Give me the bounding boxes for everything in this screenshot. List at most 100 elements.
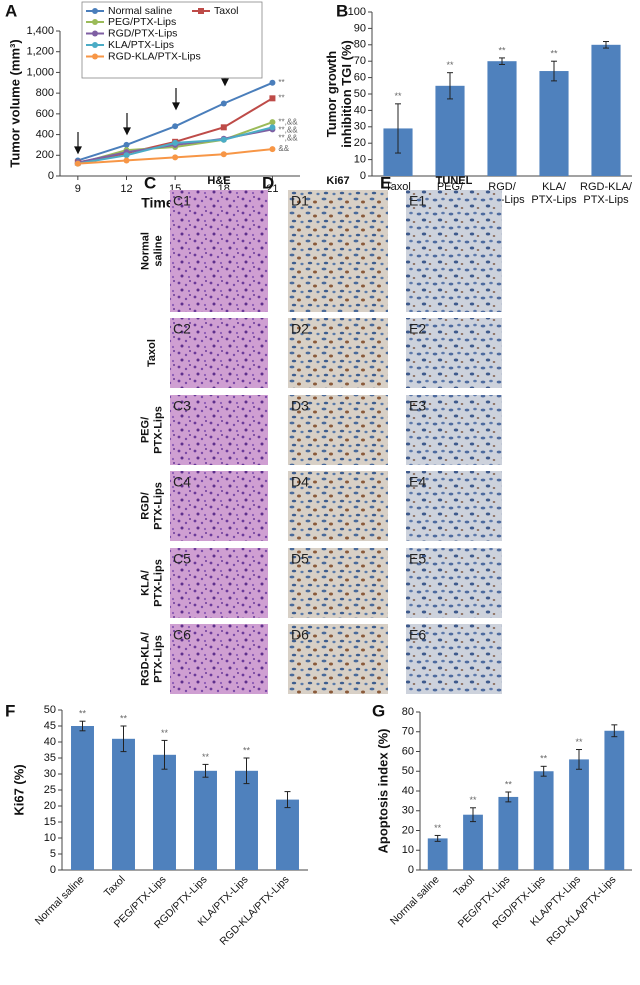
panel-letter: E bbox=[380, 173, 391, 192]
y-tick-label: 1,400 bbox=[26, 25, 54, 37]
significance-label: ** bbox=[120, 713, 128, 723]
y-axis-label: Tumor volume (mm³) bbox=[7, 39, 22, 167]
significance-label: ** bbox=[434, 823, 442, 833]
marker bbox=[220, 100, 227, 107]
significance-label: ** bbox=[575, 737, 583, 747]
panel-letter: G bbox=[372, 701, 385, 720]
marker bbox=[220, 124, 227, 131]
y-tick-label: 30 bbox=[402, 805, 414, 817]
bar bbox=[604, 730, 625, 870]
micrograph bbox=[288, 318, 388, 388]
x-tick-label: RGD-KLA/PTX-Lips bbox=[580, 181, 633, 206]
y-tick-label: 50 bbox=[402, 765, 414, 777]
y-tick-label: 60 bbox=[354, 72, 366, 84]
x-tick-label: 9 bbox=[75, 183, 81, 195]
significance-label: ** bbox=[202, 752, 210, 762]
x-tick-label-line: PTX-Lips bbox=[583, 194, 629, 206]
y-tick-label: 90 bbox=[354, 22, 366, 34]
x-tick-label: Taxol bbox=[102, 874, 128, 900]
row-label: KLA/ bbox=[139, 570, 151, 596]
significance-label: ** bbox=[505, 779, 513, 789]
series-annotation: && bbox=[278, 144, 289, 153]
y-tick-label: 1,200 bbox=[26, 46, 54, 58]
x-tick-label-line: RGD-KLA/ bbox=[580, 181, 633, 193]
legend-marker bbox=[92, 19, 98, 25]
significance-label: ** bbox=[79, 709, 87, 719]
micrograph bbox=[288, 190, 388, 312]
micrograph-label: D5 bbox=[291, 551, 309, 567]
micrograph bbox=[288, 471, 388, 541]
legend-box bbox=[81, 1, 263, 79]
y-tick-label: 30 bbox=[354, 121, 366, 133]
y-tick-label: 200 bbox=[36, 149, 54, 161]
significance-label: ** bbox=[498, 45, 506, 55]
series-annotation: ** bbox=[278, 93, 284, 102]
marker bbox=[269, 119, 276, 126]
micrograph-label: D6 bbox=[291, 627, 309, 643]
legend-label: RGD/PTX-Lips bbox=[108, 27, 177, 39]
micrograph bbox=[170, 318, 268, 388]
bar bbox=[569, 759, 589, 870]
y-tick-label: 35 bbox=[44, 752, 56, 764]
y-tick-label: 50 bbox=[354, 88, 366, 100]
panel-letter: F bbox=[5, 701, 15, 720]
micrograph bbox=[406, 471, 502, 541]
arrow-head bbox=[221, 78, 229, 87]
y-tick-label: 15 bbox=[44, 816, 56, 828]
x-tick-label: Taxol bbox=[385, 181, 411, 193]
micrograph bbox=[288, 624, 388, 694]
micrograph bbox=[406, 624, 502, 694]
row-label: Taxol bbox=[146, 339, 158, 367]
bar bbox=[427, 838, 448, 870]
legend-marker bbox=[92, 30, 98, 37]
series-annotation: **,&& bbox=[278, 125, 298, 134]
x-tick-label: RGD-KLA/PTX-Lips bbox=[544, 874, 618, 948]
significance-label: ** bbox=[243, 745, 251, 755]
bar bbox=[235, 770, 258, 870]
y-tick-label: 70 bbox=[402, 726, 414, 738]
y-tick-label: 0 bbox=[360, 170, 366, 182]
y-tick-label: 10 bbox=[402, 844, 414, 856]
arrow-head bbox=[74, 146, 82, 155]
bar bbox=[71, 726, 94, 870]
bar bbox=[498, 796, 519, 870]
row-label: RGD-KLA/ bbox=[139, 632, 151, 686]
micrograph-label: D1 bbox=[291, 193, 309, 209]
y-tick-label: 0 bbox=[48, 170, 54, 182]
legend-label: KLA/PTX-Lips bbox=[108, 39, 174, 51]
y-tick-label: 40 bbox=[44, 736, 56, 748]
marker bbox=[172, 154, 179, 161]
x-tick-label: Normal saline bbox=[33, 873, 87, 927]
marker bbox=[220, 151, 227, 158]
legend-marker bbox=[198, 8, 204, 14]
significance-label: ** bbox=[446, 60, 454, 70]
y-tick-label: 10 bbox=[354, 154, 366, 166]
marker bbox=[269, 79, 276, 86]
y-axis-label: inhibition TGI (%) bbox=[339, 40, 354, 148]
bar bbox=[463, 814, 483, 870]
row-label: Normal bbox=[139, 232, 151, 270]
bar bbox=[487, 61, 517, 177]
x-tick-label-line: PEG/ bbox=[437, 181, 464, 193]
bar bbox=[591, 44, 621, 176]
row-label: PEG/ bbox=[139, 417, 151, 443]
y-tick-label: 50 bbox=[44, 704, 56, 716]
micrograph-label: C5 bbox=[173, 551, 191, 567]
micrograph-label: E1 bbox=[409, 193, 426, 209]
micrograph-label: E3 bbox=[409, 398, 426, 414]
bar bbox=[112, 738, 135, 870]
y-tick-label: 5 bbox=[50, 848, 56, 860]
panel-letter: A bbox=[5, 1, 17, 20]
x-tick-label: Taxol bbox=[451, 874, 477, 900]
micrograph bbox=[406, 548, 502, 618]
panel-letter: C bbox=[144, 173, 156, 192]
marker bbox=[220, 136, 227, 143]
micrograph-label: D2 bbox=[291, 321, 309, 337]
micrograph bbox=[170, 471, 268, 541]
series-annotation: ** bbox=[278, 78, 284, 87]
x-tick-label-line: KLA/ bbox=[542, 181, 567, 193]
x-tick-label-line: RGD/ bbox=[488, 181, 516, 193]
marker bbox=[74, 160, 81, 167]
